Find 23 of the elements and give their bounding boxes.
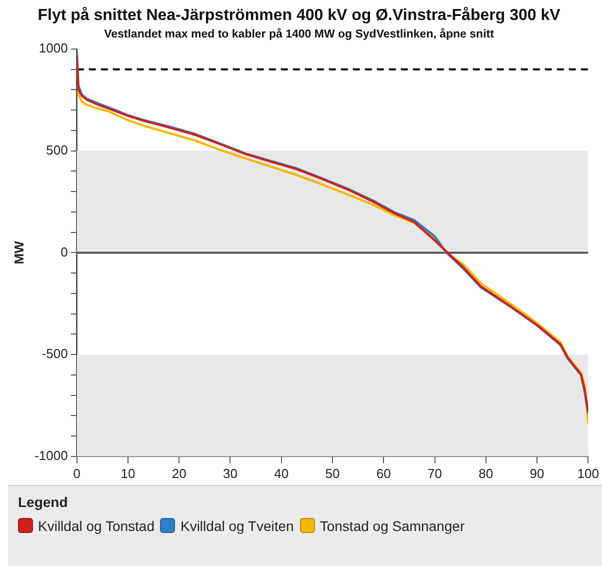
x-tick-label: 30 (223, 466, 238, 481)
x-tick-label: 70 (428, 466, 442, 481)
y-axis-title: MW (11, 240, 26, 264)
x-tick-label: 10 (120, 466, 136, 481)
y-tick-label: 1000 (38, 40, 68, 56)
x-tick-label: 20 (172, 466, 186, 481)
x-tick-label: 60 (376, 466, 391, 481)
y-tick-label: 500 (46, 142, 68, 158)
chart-subtitle: Vestlandet max med to kabler på 1400 MW og SydVestlinken, åpne snitt (104, 27, 494, 40)
y-tick-label: -500 (42, 346, 68, 362)
x-tick-label: 50 (325, 466, 340, 481)
legend-label: Tonstad og Samnanger (318, 518, 465, 534)
x-tick-label: 80 (478, 466, 494, 481)
legend-title: Legend (18, 494, 69, 510)
x-tick-label: 90 (530, 466, 544, 481)
y-tick-label: -1000 (34, 448, 68, 463)
x-tick-label: 100 (577, 466, 600, 481)
x-tick-label: 40 (274, 466, 289, 481)
legend-label: Kvilldal og Tonstad (37, 518, 154, 534)
chart-title: Flyt på snittet Nea-Järpströmmen 400 kV og Ø.Vinstra-Fåberg 300 kV (38, 6, 561, 24)
legend-label: Kvilldal og Tveiten (179, 518, 294, 534)
y-tick-label: 0 (60, 244, 68, 260)
x-tick-label: 0 (73, 466, 80, 481)
